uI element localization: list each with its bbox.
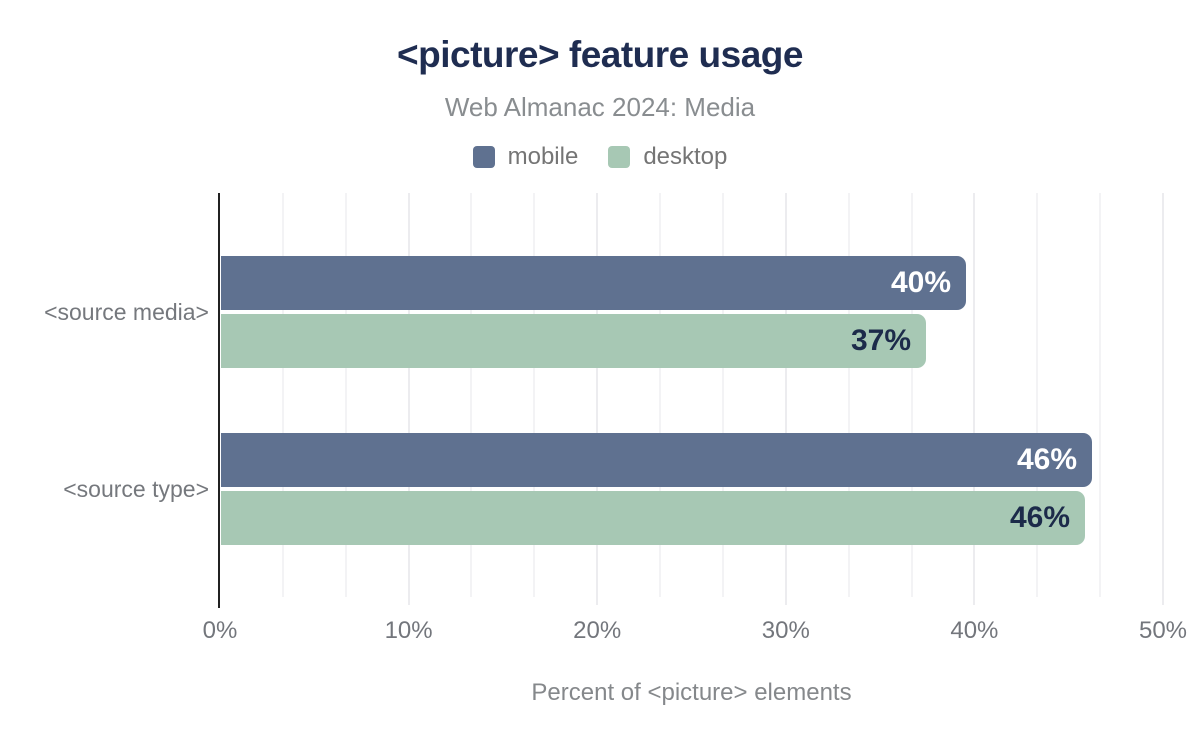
legend: mobile desktop [0, 143, 1200, 171]
legend-label-mobile: mobile [507, 143, 579, 170]
bar-value-label: 46% [1009, 501, 1070, 534]
x-axis-tick-label: 10% [384, 617, 433, 644]
gridline-minor [470, 193, 472, 597]
bar-desktop-2: 46% [221, 491, 1085, 545]
legend-label-desktop: desktop [643, 143, 728, 170]
x-axis-tick-label: 20% [573, 617, 622, 644]
bar-desktop-1: 37% [221, 314, 926, 368]
gridline-major [785, 193, 787, 605]
gridline-minor [911, 193, 913, 597]
desktop-swatch [608, 146, 631, 168]
chart-subtitle: Web Almanac 2024: Media [444, 92, 756, 122]
gridline-minor [722, 193, 724, 597]
x-axis-tick-label: 0% [202, 617, 238, 644]
gridline-major [408, 193, 410, 605]
bar-value-label: 40% [890, 266, 951, 299]
category-label: <source media> [44, 299, 209, 325]
category-label: <source type> [63, 476, 209, 502]
gridline-minor [282, 193, 284, 597]
x-axis-tick-label: 50% [1138, 617, 1188, 644]
gridline-minor [1036, 193, 1038, 597]
x-axis-tick-label: 30% [761, 617, 810, 644]
gridline-minor [345, 193, 347, 597]
plot-area: 40% 37% 46% 46% [218, 193, 1180, 608]
gridline-minor [848, 193, 850, 597]
bar-value-label: 37% [850, 324, 911, 357]
mobile-swatch [472, 146, 495, 168]
gridline-major [1162, 193, 1164, 605]
bar-value-label: 46% [1016, 443, 1077, 476]
legend-item-desktop: desktop [608, 143, 727, 171]
x-axis-title: Percent of <picture> elements [531, 679, 852, 706]
gridline-minor [659, 193, 661, 597]
legend-item-mobile: mobile [472, 143, 579, 171]
chart-title: <picture> feature usage [397, 34, 803, 75]
gridline-minor [1099, 193, 1101, 597]
gridline-minor [533, 193, 535, 597]
gridline-major [596, 193, 598, 605]
x-axis-tick-label: 40% [950, 617, 999, 644]
y-axis-line [218, 193, 220, 608]
bar-mobile-1: 40% [221, 256, 966, 310]
bar-mobile-2: 46% [221, 433, 1092, 487]
gridline-major [973, 193, 975, 605]
